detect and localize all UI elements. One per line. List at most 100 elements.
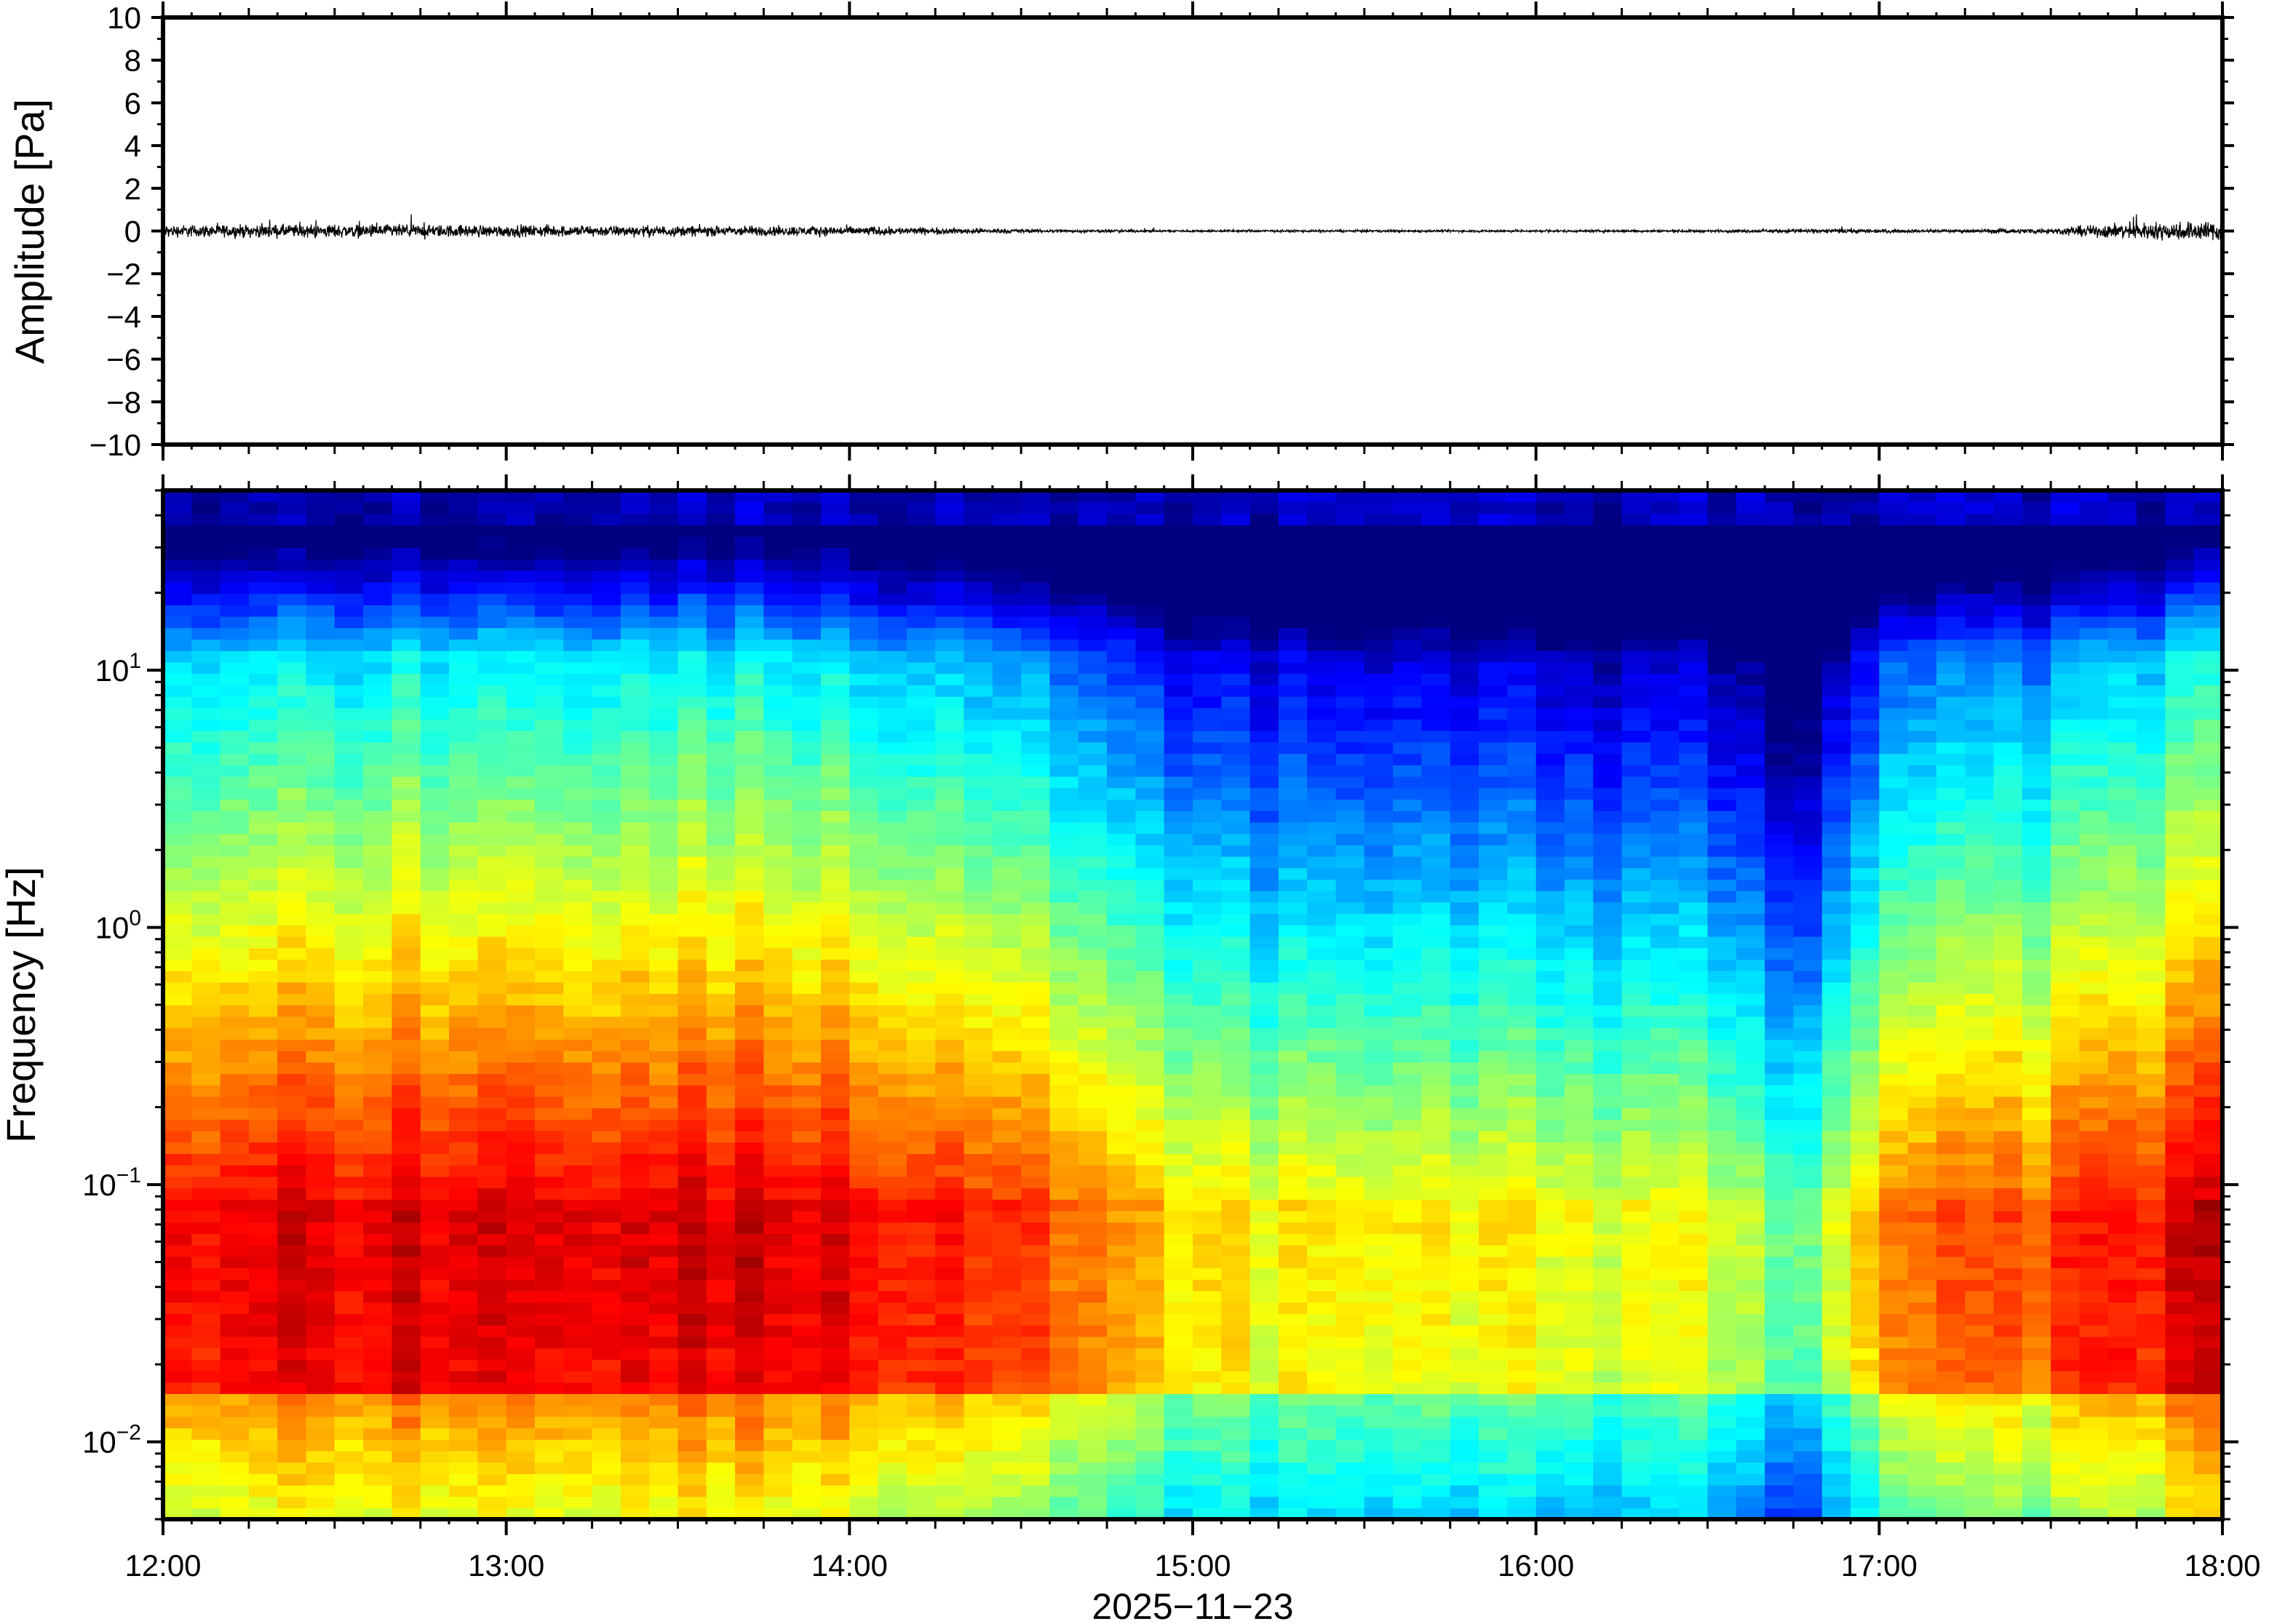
spectrogram-cell [1049,1130,1079,1143]
spectrogram-cell [1221,1428,1251,1440]
spectrogram-cell [334,1222,364,1235]
spectrogram-cell [191,696,221,709]
spectrogram-cell [1049,1084,1079,1097]
spectrogram-cell [163,1382,193,1394]
spectrogram-cell [1164,1027,1193,1040]
spectrogram-cell [792,719,822,731]
spectrogram-cell [1307,1096,1337,1109]
spectrogram-cell [477,1039,507,1051]
spectrogram-cell [1335,639,1365,651]
spectrogram-cell [677,890,707,903]
spectrogram-cell [706,1050,736,1063]
spectrogram-cell [506,1393,536,1406]
spectrogram-cell [334,1462,364,1474]
spectrogram-cell [1421,741,1451,755]
spectrogram-cell [163,1484,193,1497]
spectrogram-cell [1249,1496,1279,1509]
spectrogram-cell [592,1027,621,1040]
spectrogram-cell [1364,1313,1394,1326]
spectrogram-cell [1193,947,1223,960]
spectrogram-cell [420,673,450,685]
spectrogram-cell [935,1039,965,1051]
spectrogram-cell [1393,1290,1423,1303]
spectrogram-cell [1193,821,1223,835]
spectrogram-cell [1078,1348,1108,1360]
spectrogram-cell [1535,741,1565,755]
spectrogram-cell [1135,1416,1165,1429]
spectrogram-cell [1193,1016,1223,1029]
spectrogram-cell [563,833,593,845]
spectrogram-cell [477,593,507,605]
spectrogram-cell [363,1027,393,1040]
spectrogram-cell [1621,913,1651,926]
spectrogram-cell [1107,1233,1137,1246]
spectrogram-cell [277,1267,307,1280]
spectrogram-cell [1593,1267,1623,1280]
spectrogram-cell [1564,1496,1594,1509]
spectrogram-cell [620,901,650,915]
spectrogram-cell [878,1130,907,1143]
spectrogram-cell [477,730,507,743]
spectrogram-cell [706,627,736,640]
spectrogram-cell [1679,1313,1709,1326]
spectrogram-cell [620,536,650,549]
spectrogram-cell [963,1153,993,1166]
spectrogram-cell [1479,513,1509,525]
spectrogram-cell [1479,1233,1509,1246]
spectrogram-cell [1164,1508,1193,1519]
spectrogram-cell [1593,559,1623,571]
spectrogram-cell [992,559,1022,571]
spectrogram-cell [1335,1142,1365,1155]
amp-ytick-label: −8 [106,385,141,419]
spectrogram-cell [1193,536,1223,549]
spectrogram-cell [1193,833,1223,845]
spectrogram-cell [334,525,364,537]
spectrogram-cell [420,593,450,605]
spectrogram-cell [1193,1256,1223,1269]
spectrogram-cell [792,1005,822,1017]
spectrogram-cell [506,605,536,617]
spectrogram-cell [963,1256,993,1269]
spectrogram-cell [563,1484,593,1497]
spectrogram-cell [649,970,679,983]
spectrogram-cell [306,810,335,823]
spectrogram-cell [1564,1313,1594,1326]
spectrogram-cell [649,821,679,835]
spectrogram-cell [277,1244,307,1257]
spectrogram-cell [1021,1370,1051,1383]
spectrogram-cell [1479,1302,1509,1314]
spectrogram-cell [1479,570,1509,583]
spectrogram-cell [449,833,479,845]
spectrogram-cell [763,753,793,765]
spectrogram-cell [821,627,851,640]
spectrogram-cell [1621,1142,1651,1155]
spectrogram-cell [906,1050,937,1063]
spectrogram-cell [1450,605,1479,617]
spectrogram-cell [735,1462,765,1474]
spectrogram-cell [1049,776,1079,789]
spectrogram-cell [649,490,679,503]
spectrogram-cell [992,936,1022,949]
spectrogram-cell [792,1450,822,1463]
spectrogram-cell [1335,547,1365,560]
spectrogram-cell [506,1256,536,1269]
spectrogram-cell [1421,1393,1451,1406]
spectrogram-cell [1450,1130,1479,1143]
spectrogram-cell [1593,661,1623,674]
spectrogram-cell [1450,1107,1479,1120]
spectrogram-cell [1421,1119,1451,1131]
spectrogram-cell [1278,982,1308,995]
spectrogram-cell [935,1244,965,1257]
spectrogram-cell [563,1119,593,1131]
spectrogram-cell [1135,1096,1165,1109]
spectrogram-cell [534,1016,565,1029]
spectrogram-cell [1135,1473,1165,1486]
spectrogram-cell [191,1382,221,1394]
spectrogram-cell [649,1290,679,1303]
spectrogram-cell [363,1404,393,1417]
spectrogram-cell [1621,730,1651,743]
spectrogram-cell [792,1439,822,1452]
spectrogram-cell [906,1290,937,1303]
spectrogram-cell [1249,559,1279,571]
spectrogram-cell [1249,730,1279,743]
